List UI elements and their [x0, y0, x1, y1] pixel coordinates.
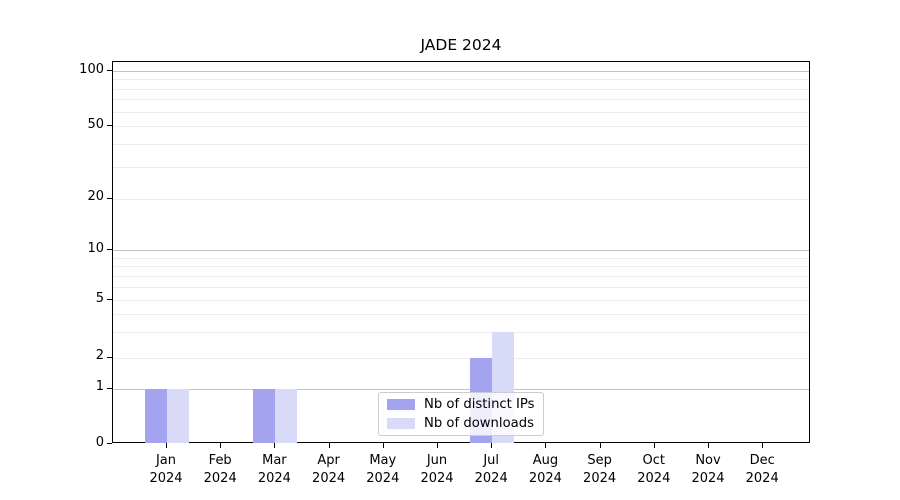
x-axis-tick — [382, 443, 384, 448]
x-axis-tick-year: 2024 — [312, 471, 346, 486]
x-axis-tick-label: Sep 2024 — [568, 452, 632, 488]
x-axis-tick-label: May 2024 — [351, 452, 415, 488]
gridline-minor — [113, 332, 809, 334]
y-axis-tick-label: 10 — [87, 240, 104, 256]
x-axis-tick-label: Jul 2024 — [459, 452, 523, 488]
gridline-major — [113, 71, 809, 72]
x-axis-tick-label: Oct 2024 — [622, 452, 686, 488]
y-axis-tick-label: 1 — [95, 379, 104, 394]
gridline-major — [113, 388, 809, 390]
y-axis-tick-label: 0 — [95, 434, 104, 450]
gridline-minor — [113, 198, 809, 200]
plot-area — [112, 61, 810, 443]
x-axis-tick-year: 2024 — [528, 471, 562, 486]
x-axis-tick — [708, 443, 709, 448]
x-axis-tick — [220, 443, 222, 448]
chart-title: JADE 2024 — [420, 36, 502, 54]
x-axis-tick — [437, 443, 438, 448]
x-axis-tick-year: 2024 — [691, 471, 725, 486]
y-axis-tick — [107, 443, 112, 444]
legend-label-distinct-ips: Nb of distinct IPs — [424, 397, 535, 412]
y-axis-tick-label: 2 — [95, 348, 104, 364]
legend-item-distinct-ips: Nb of distinct IPs — [387, 395, 535, 414]
x-axis-tick — [545, 443, 547, 448]
bar-nb-of-downloads — [167, 388, 189, 443]
y-axis-tick — [107, 249, 112, 251]
x-axis-tick-year: 2024 — [474, 471, 508, 486]
bar-nb-of-distinct-ips — [145, 388, 167, 443]
gridline-minor — [113, 357, 809, 359]
y-axis-tick-label: 50 — [87, 116, 104, 132]
gridline-minor — [113, 166, 809, 168]
x-axis-tick — [491, 443, 493, 448]
gridline-minor — [113, 300, 809, 301]
legend: Nb of distinct IPs Nb of downloads — [378, 392, 544, 436]
x-axis-tick-year: 2024 — [203, 471, 237, 486]
y-axis-tick-label: 5 — [95, 290, 104, 306]
gridline-minor — [113, 126, 809, 127]
gridline-major — [113, 250, 809, 252]
x-axis-tick-year: 2024 — [149, 471, 183, 486]
x-axis-tick-label: Dec 2024 — [730, 452, 794, 488]
x-axis-tick — [166, 443, 167, 448]
legend-item-downloads: Nb of downloads — [387, 414, 535, 433]
x-axis-tick-year: 2024 — [257, 471, 291, 486]
y-axis-tick — [107, 387, 112, 389]
x-axis-tick-year: 2024 — [637, 471, 671, 486]
x-axis-tick-label: Aug 2024 — [513, 452, 577, 488]
bar-nb-of-distinct-ips — [253, 388, 276, 443]
x-axis-tick-label: Mar 2024 — [242, 452, 306, 488]
x-axis-tick-year: 2024 — [366, 471, 400, 486]
gridline-minor — [113, 266, 809, 268]
x-axis-tick — [653, 443, 655, 448]
y-axis-tick — [107, 299, 112, 300]
x-axis-tick-label: Nov 2024 — [676, 452, 740, 488]
y-axis-tick — [107, 125, 112, 126]
gridline-minor — [113, 88, 809, 90]
bar-nb-of-downloads — [275, 388, 298, 443]
y-axis-tick — [107, 356, 112, 358]
x-axis-tick — [599, 443, 601, 448]
x-axis-tick-label: Apr 2024 — [297, 452, 361, 488]
y-axis-tick-label: 20 — [87, 189, 104, 205]
x-axis-tick-label: Jan 2024 — [134, 452, 198, 488]
y-axis-tick — [107, 197, 112, 199]
gridline-minor — [113, 79, 809, 81]
y-axis-tick-label: 100 — [79, 61, 104, 77]
x-axis-tick — [762, 443, 764, 448]
x-axis-tick-label: Feb 2024 — [188, 452, 252, 488]
legend-label-downloads: Nb of downloads — [424, 416, 534, 431]
gridline-minor — [113, 111, 809, 113]
x-axis-tick-year: 2024 — [745, 471, 779, 486]
x-axis-tick-year: 2024 — [420, 471, 454, 486]
gridline-minor — [113, 275, 809, 277]
x-axis-tick — [274, 443, 276, 448]
legend-swatch-downloads — [387, 418, 415, 429]
gridline-minor — [113, 257, 809, 259]
y-axis-tick — [107, 70, 112, 71]
x-axis-tick-label: Jun 2024 — [405, 452, 469, 488]
legend-swatch-distinct-ips — [387, 399, 415, 410]
gridline-minor — [113, 286, 809, 288]
x-axis-tick — [328, 443, 330, 448]
x-axis-tick-year: 2024 — [583, 471, 617, 486]
gridline-minor — [113, 99, 809, 101]
gridline-minor — [113, 143, 809, 145]
gridline-minor — [113, 314, 809, 316]
